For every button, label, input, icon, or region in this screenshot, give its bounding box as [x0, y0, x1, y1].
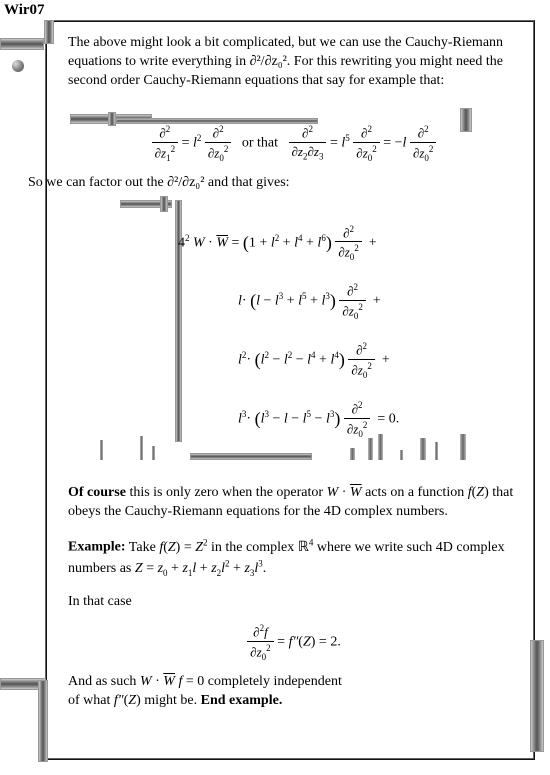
deco-bar — [530, 640, 544, 752]
ofcourse-para: Of course this is only zero when the ope… — [68, 484, 520, 522]
equation-cauchy-second-order: ∂2∂z12 = l2 ∂2∂z02 or that ∂2∂z2∂z3 = l5… — [68, 123, 520, 164]
page-header: Wir07 — [4, 2, 45, 19]
deco-ball — [12, 60, 24, 72]
example-para: Example: Take f(Z) = Z2 in the complex ℝ… — [68, 536, 520, 579]
conclude-para: And as such W · W f = 0 completely indep… — [68, 673, 520, 711]
intro-text: The above might look a bit complicated, … — [68, 34, 520, 91]
example-text: Take f(Z) = Z2 in the complex ℝ4 where w… — [68, 540, 505, 577]
equation-second-deriv: ∂2f∂z02 = f″(Z) = 2. — [68, 622, 520, 663]
factor-text: So we can factor out the ∂²/∂z₀² and tha… — [28, 174, 520, 193]
end-example-label: End example. — [201, 693, 283, 708]
deco-bar — [38, 680, 48, 762]
deco-bar — [44, 20, 54, 44]
example-label: Example: — [68, 540, 126, 555]
content-area: The above might look a bit complicated, … — [68, 34, 520, 751]
ofcourse-text: this is only zero when the operator W · … — [68, 485, 513, 519]
equation-factor-block: 42 W · W = (1 + l2 + l4 + l6) ∂2∂z02 + l… — [178, 223, 520, 441]
deco-bar — [0, 38, 44, 50]
inthatcase-text: In that case — [68, 593, 520, 612]
ofcourse-label: Of course — [68, 485, 126, 500]
